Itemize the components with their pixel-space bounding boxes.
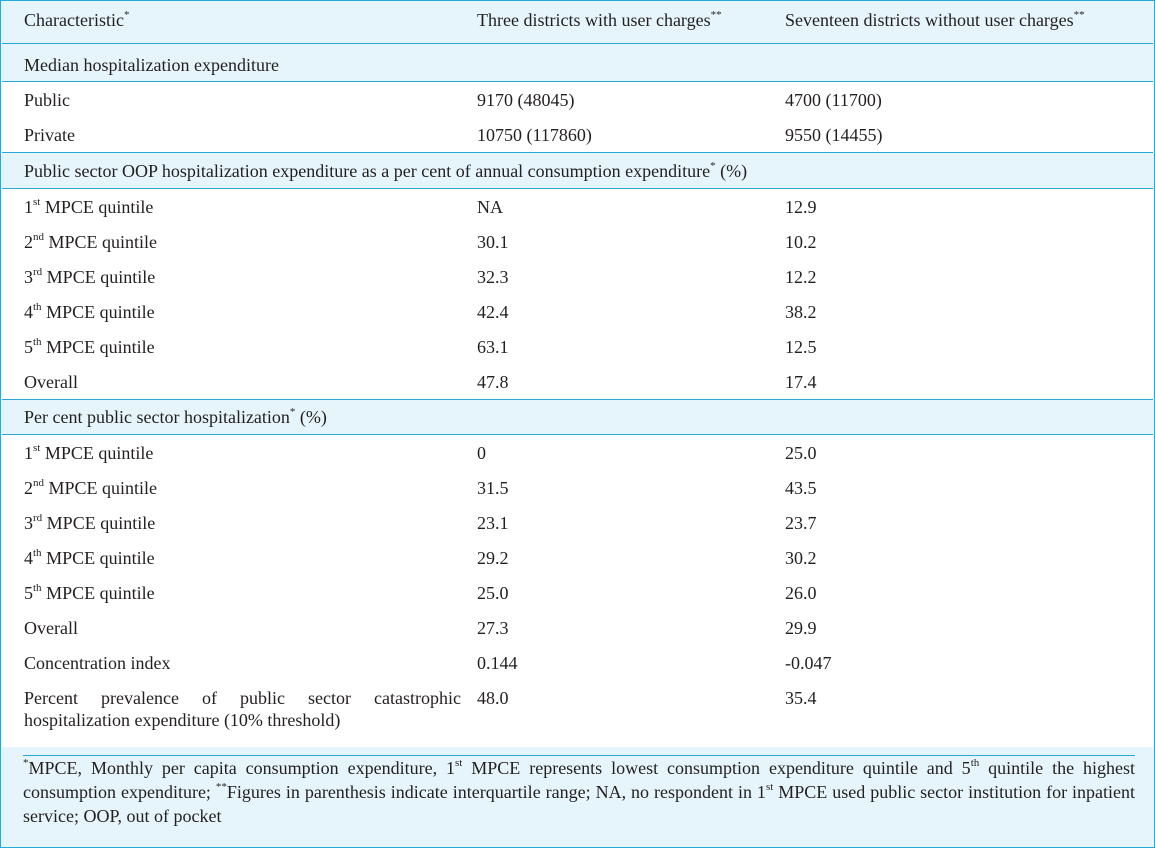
row-label: 3rd MPCE quintile <box>24 266 156 288</box>
row-label: Percent prevalence of public sector cata… <box>24 688 461 730</box>
row-value-without-charges: 29.9 <box>785 618 817 638</box>
row-value-without-charges: 12.9 <box>785 197 817 217</box>
header-with-charges: Three districts with user charges** <box>477 9 722 31</box>
row-value-with-charges: 10750 (117860) <box>477 125 592 145</box>
row-value-with-charges: 48.0 <box>477 688 509 708</box>
row-value-without-charges: 12.2 <box>785 267 817 287</box>
header-characteristic: Characteristic* <box>24 9 130 31</box>
table-footnote: *MPCE, Monthly per capita consumption ex… <box>23 755 1136 826</box>
row-label: Overall <box>24 618 78 638</box>
row-value-without-charges: 38.2 <box>785 302 817 322</box>
row-value-with-charges: 47.8 <box>477 372 509 392</box>
table-row: Public 9170 (48045) 4700 (11700) <box>2 89 1153 124</box>
section-title: Per cent public sector hospitalization* … <box>24 406 327 428</box>
row-value-without-charges: 43.5 <box>785 478 817 498</box>
table-row: Private 10750 (117860) 9550 (14455) <box>2 124 1153 152</box>
row-value-with-charges: 25.0 <box>477 583 509 603</box>
row-value-with-charges: 32.3 <box>477 267 509 287</box>
section-body: Public 9170 (48045) 4700 (11700) Private… <box>2 82 1153 152</box>
row-value-without-charges: 23.7 <box>785 513 817 533</box>
row-value-with-charges: 42.4 <box>477 302 509 322</box>
row-label: Concentration index <box>24 653 171 673</box>
row-value-without-charges: 30.2 <box>785 548 817 568</box>
section-title-row: Per cent public sector hospitalization* … <box>2 400 1153 435</box>
row-value-with-charges: 30.1 <box>477 232 509 252</box>
section-body: 1st MPCE quintile NA 12.9 2nd MPCE quint… <box>2 189 1153 399</box>
header-without-charges: Seventeen districts without user charges… <box>785 9 1085 31</box>
row-value-without-charges: 9550 (14455) <box>785 125 883 145</box>
row-value-with-charges: 0 <box>477 443 486 463</box>
section-title: Median hospitalization expenditure <box>24 55 279 75</box>
divider <box>2 152 1153 153</box>
table-header: Characteristic* Three districts with use… <box>2 1 1153 44</box>
row-value-without-charges: 25.0 <box>785 443 817 463</box>
section-title: Public sector OOP hospitalization expend… <box>24 160 748 182</box>
row-label: 1st MPCE quintile <box>24 196 154 218</box>
row-value-with-charges: 0.144 <box>477 653 518 673</box>
row-value-with-charges: 23.1 <box>477 513 509 533</box>
section-body: 1st MPCE quintile 0 25.0 2nd MPCE quinti… <box>2 435 1153 747</box>
row-value-without-charges: -0.047 <box>785 653 832 673</box>
row-label: 2nd MPCE quintile <box>24 231 158 253</box>
row-value-with-charges: 9170 (48045) <box>477 90 575 110</box>
row-value-without-charges: 4700 (11700) <box>785 90 882 110</box>
row-label: Overall <box>24 372 78 392</box>
section-title-row: Median hospitalization expenditure <box>2 45 1153 82</box>
row-value-with-charges: 31.5 <box>477 478 509 498</box>
row-label: 4th MPCE quintile <box>24 301 155 323</box>
row-value-without-charges: 12.5 <box>785 337 817 357</box>
row-label: Public <box>24 90 71 110</box>
row-value-without-charges: 10.2 <box>785 232 817 252</box>
row-value-with-charges: 63.1 <box>477 337 509 357</box>
row-value-with-charges: 27.3 <box>477 618 509 638</box>
row-value-with-charges: NA <box>477 197 503 217</box>
divider <box>2 399 1153 400</box>
row-label: 5th MPCE quintile <box>24 336 155 358</box>
row-value-without-charges: 26.0 <box>785 583 817 603</box>
row-label: 5th MPCE quintile <box>24 582 155 604</box>
row-label: 3rd MPCE quintile <box>24 512 156 534</box>
row-value-without-charges: 17.4 <box>785 372 817 392</box>
row-label: 1st MPCE quintile <box>24 442 154 464</box>
row-label: Private <box>24 125 75 145</box>
section-title-row: Public sector OOP hospitalization expend… <box>2 153 1153 189</box>
row-value-without-charges: 35.4 <box>785 688 817 708</box>
row-label: 4th MPCE quintile <box>24 547 155 569</box>
row-value-with-charges: 29.2 <box>477 548 509 568</box>
row-label: 2nd MPCE quintile <box>24 477 158 499</box>
